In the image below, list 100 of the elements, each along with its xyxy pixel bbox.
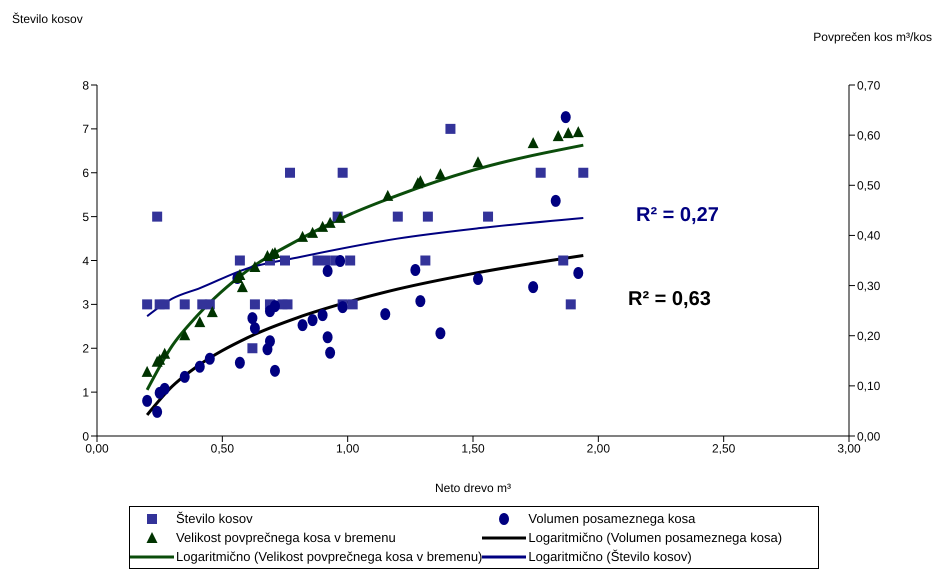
point xyxy=(204,299,215,310)
point xyxy=(338,168,348,178)
point xyxy=(552,130,564,142)
point xyxy=(298,319,308,332)
point xyxy=(560,111,571,124)
line-series xyxy=(146,144,585,392)
point xyxy=(206,306,218,318)
point xyxy=(322,265,333,278)
y2-axis-title: Povprečen kos m³/kos xyxy=(813,30,932,44)
x-tick-label: 0,00 xyxy=(85,442,109,456)
point xyxy=(234,256,245,266)
y-tick-label: 4 xyxy=(82,254,90,268)
annotation: R² = 0,63 xyxy=(628,288,711,311)
x-tick-label: 2,00 xyxy=(586,442,610,456)
x-tick-label: 2,50 xyxy=(712,442,736,456)
point xyxy=(435,327,446,340)
point xyxy=(473,273,484,286)
point xyxy=(572,126,584,138)
point xyxy=(307,226,318,238)
point xyxy=(318,309,328,322)
y2-tick-label: 0,50 xyxy=(857,178,881,193)
point xyxy=(434,168,446,180)
y2-tick-label: 0,70 xyxy=(857,78,881,92)
point xyxy=(160,299,170,310)
point xyxy=(338,301,348,314)
point xyxy=(270,300,280,312)
point xyxy=(578,168,588,178)
point xyxy=(324,216,336,228)
point xyxy=(180,299,190,310)
point xyxy=(573,267,584,280)
y-tick-label: 2 xyxy=(82,342,90,356)
point xyxy=(142,394,152,407)
point xyxy=(179,329,190,340)
point xyxy=(250,322,260,334)
x-tick-label: 3,00 xyxy=(837,442,861,456)
point xyxy=(528,137,539,148)
legend-label: Volumen posameznega kosa xyxy=(528,511,696,526)
point xyxy=(558,256,568,266)
x-axis-title: Neto drevo m³ xyxy=(434,481,512,495)
y2-tick-label: 0,30 xyxy=(857,278,881,293)
point xyxy=(247,343,258,354)
point xyxy=(566,299,576,310)
line-series xyxy=(146,216,584,318)
point xyxy=(348,299,358,310)
legend-label: Število kosov xyxy=(176,511,253,526)
point xyxy=(317,220,328,232)
y-axis-title: Število kosov xyxy=(12,12,83,26)
point xyxy=(422,212,433,222)
point xyxy=(297,230,308,242)
point xyxy=(380,308,390,320)
legend-label: Velikost povprečnega kosa v bremenu xyxy=(176,530,396,545)
point xyxy=(392,212,403,222)
point xyxy=(159,348,170,359)
point xyxy=(152,406,162,418)
point xyxy=(234,356,245,369)
point xyxy=(334,212,346,223)
y2-tick-label: 0,60 xyxy=(857,128,881,142)
y-tick-label: 3 xyxy=(82,298,90,312)
y-tick-label: 0 xyxy=(82,429,90,444)
legend-label: Logaritmično (Število kosov) xyxy=(528,549,692,564)
line-series xyxy=(146,254,585,416)
point xyxy=(415,295,426,308)
y2-tick-label: 0,20 xyxy=(857,328,881,343)
y-tick-label: 6 xyxy=(82,166,90,180)
y2-tick-label: 0,40 xyxy=(857,228,881,243)
x-tick-label: 0,50 xyxy=(210,442,234,456)
point xyxy=(282,299,293,310)
point xyxy=(325,346,336,359)
point xyxy=(249,261,260,272)
legend-label: Logaritmično (Velikost povprečnega kosa v bremenu) xyxy=(176,549,482,564)
x-tick-label: 1,50 xyxy=(461,442,485,456)
point xyxy=(160,382,170,395)
point xyxy=(335,255,346,267)
point xyxy=(250,299,260,310)
point xyxy=(382,190,394,201)
legend-label: Logaritmično (Volumen posameznega kosa) xyxy=(528,530,782,545)
point xyxy=(322,331,333,344)
point xyxy=(180,370,190,383)
y-tick-label: 8 xyxy=(82,78,90,92)
point xyxy=(528,281,538,294)
point xyxy=(536,168,546,178)
point xyxy=(270,364,280,377)
y2-tick-label: 0,10 xyxy=(857,379,881,394)
y-tick-label: 7 xyxy=(82,122,90,136)
point xyxy=(420,256,430,266)
point xyxy=(410,264,420,276)
point xyxy=(445,124,456,134)
point xyxy=(345,256,356,266)
point xyxy=(142,366,153,377)
point xyxy=(562,127,574,138)
point xyxy=(550,194,561,207)
y-tick-label: 5 xyxy=(82,210,90,224)
point xyxy=(483,212,494,222)
point xyxy=(264,335,275,348)
x-tick-label: 1,00 xyxy=(336,442,360,456)
annotation: R² = 0,27 xyxy=(636,204,719,227)
point xyxy=(204,352,215,365)
point xyxy=(280,256,290,266)
point xyxy=(236,281,248,292)
point xyxy=(194,316,206,328)
